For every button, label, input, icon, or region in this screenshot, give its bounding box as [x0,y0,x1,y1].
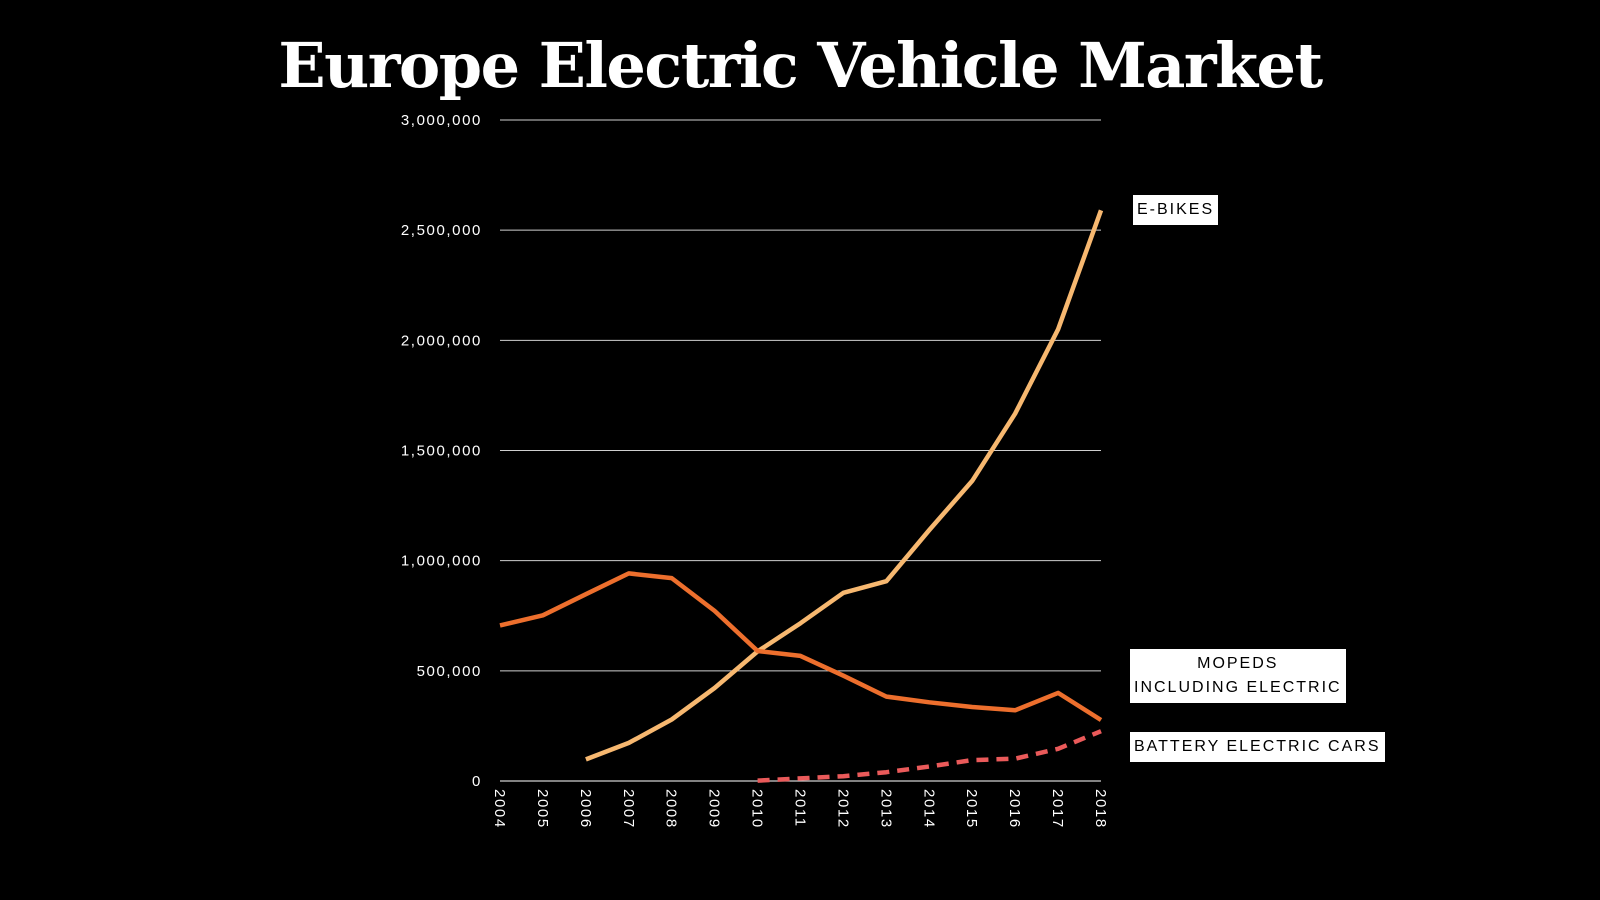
x-tick-label: 2013 [877,789,894,829]
x-tick-label: 2005 [534,789,551,829]
x-tick-label: 2010 [749,789,766,829]
series-label-battery-electric-cars: BATTERY ELECTRIC CARS [1130,732,1385,762]
series-lines [499,209,1104,783]
x-axis-tick-labels: 2004 2005 2006 2007 2008 2009 2010 2011 2012 2013… [491,789,1109,829]
y-tick-label: 1,500,000 [401,443,482,460]
y-tick-label: 2,500,000 [401,222,482,239]
x-tick-label: 2004 [491,789,508,829]
x-tick-label: 2017 [1049,789,1066,829]
y-tick-label: 0 [472,773,482,790]
y-tick-label: 2,000,000 [401,332,482,349]
y-tick-label: 500,000 [417,663,482,680]
x-tick-label: 2007 [620,789,637,829]
y-axis-tick-labels: 0 500,000 1,000,000 1,500,000 2,000,000 2,500… [401,112,482,790]
x-tick-label: 2018 [1092,789,1109,829]
x-tick-label: 2014 [920,789,937,829]
series-label-mopeds-including-electric: MOPEDS INCLUDING ELECTRIC [1130,649,1346,703]
x-tick-label: 2012 [834,789,851,829]
series-line-e-bikes [585,209,1104,762]
series-line-battery-electric-cars [757,729,1102,783]
gridlines [500,119,1101,782]
x-tick-label: 2015 [963,789,980,829]
x-tick-label: 2011 [792,789,809,828]
x-tick-label: 2009 [706,789,723,829]
x-tick-label: 2016 [1006,789,1023,829]
x-tick-label: 2008 [663,789,680,829]
x-tick-label: 2006 [577,789,594,829]
chart-title: Europe Electric Vehicle Market [278,29,1323,102]
y-tick-label: 3,000,000 [401,112,482,129]
y-tick-label: 1,000,000 [401,553,482,570]
series-line-mopeds-including-electric [499,571,1103,722]
series-label-e-bikes: E-BIKES [1133,195,1219,225]
